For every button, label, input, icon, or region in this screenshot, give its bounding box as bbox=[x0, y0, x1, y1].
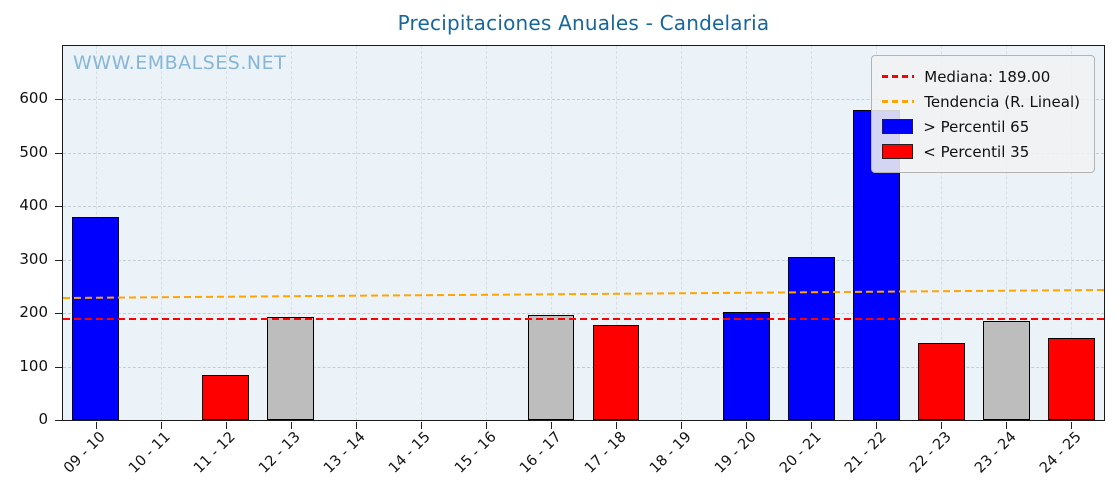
y-tick-label: 500 bbox=[19, 142, 48, 161]
bar-11-12 bbox=[202, 374, 250, 420]
y-tick-label: 300 bbox=[19, 249, 48, 268]
gridline-vertical bbox=[225, 46, 227, 420]
legend-label: Tendencia (R. Lineal) bbox=[924, 92, 1080, 111]
x-tick-mark bbox=[811, 422, 813, 429]
legend-line-swatch bbox=[882, 100, 915, 103]
x-tick-mark bbox=[290, 422, 292, 429]
gridline-horizontal bbox=[63, 152, 1104, 154]
gridline-vertical bbox=[616, 46, 618, 420]
legend-label: > Percentil 65 bbox=[923, 117, 1030, 136]
y-tick-mark bbox=[55, 206, 62, 208]
gridline-vertical bbox=[1006, 46, 1008, 420]
chart-title: Precipitaciones Anuales - Candelaria bbox=[397, 11, 770, 35]
legend-rect-swatch bbox=[882, 144, 914, 159]
bar-17-18 bbox=[592, 325, 640, 420]
bar-16-17 bbox=[527, 315, 575, 420]
y-axis: 0 100 200 300 400 500 600 bbox=[0, 45, 56, 428]
x-tick-mark bbox=[616, 422, 618, 429]
bar-22-23 bbox=[917, 342, 965, 420]
legend-item-1: Tendencia (R. Lineal) bbox=[882, 89, 1080, 114]
plot-area: WWW.EMBALSES.NET Mediana: 189.00 Tendenci… bbox=[55, 45, 1105, 429]
bar-24-25 bbox=[1048, 338, 1095, 420]
x-tick-label-text: 23 - 24 bbox=[972, 429, 1020, 477]
gridline-horizontal bbox=[63, 313, 1104, 315]
gridline-vertical bbox=[1071, 46, 1073, 420]
legend-label: Mediana: 189.00 bbox=[924, 67, 1051, 86]
trend-line bbox=[62, 289, 1104, 300]
gridline-horizontal bbox=[63, 99, 1104, 101]
y-tick-mark bbox=[55, 152, 62, 154]
x-tick-label-text: 19 - 20 bbox=[711, 429, 760, 477]
gridline-vertical bbox=[355, 46, 357, 420]
x-tick-mark bbox=[355, 422, 357, 429]
y-tick-mark bbox=[55, 259, 62, 261]
gridline-horizontal bbox=[63, 259, 1104, 261]
x-tick-label-text: 18 - 19 bbox=[646, 429, 695, 477]
watermark-text: WWW.EMBALSES.NET bbox=[73, 52, 287, 74]
x-tick-label-text: 15 - 16 bbox=[451, 429, 500, 477]
y-tick-label: 600 bbox=[19, 89, 48, 108]
gridline-vertical bbox=[941, 46, 943, 420]
x-tick-label-text: 14 - 15 bbox=[386, 429, 435, 477]
x-tick-mark bbox=[1006, 422, 1008, 429]
legend-line-swatch bbox=[882, 75, 915, 78]
x-tick-label-text: 13 - 14 bbox=[321, 429, 370, 477]
bar-19-20 bbox=[722, 311, 770, 420]
x-tick-label-text: 10 - 11 bbox=[126, 429, 174, 477]
x-tick-label-text: 22 - 23 bbox=[907, 429, 955, 477]
gridline-vertical bbox=[290, 46, 292, 420]
gridline-vertical bbox=[746, 46, 748, 420]
x-tick-mark bbox=[160, 422, 162, 429]
gridline-horizontal bbox=[63, 366, 1104, 368]
y-tick-mark bbox=[55, 420, 62, 421]
median-line bbox=[63, 318, 1104, 321]
legend-item-3: < Percentil 35 bbox=[882, 139, 1080, 164]
legend-item-0: Mediana: 189.00 bbox=[882, 64, 1080, 89]
x-tick-label-text: 12 - 13 bbox=[256, 429, 305, 477]
x-axis: 09 - 10 10 - 11 11 - 12 12 - 13 13 - 14 14 - … bbox=[61, 421, 1105, 500]
x-tick-mark bbox=[876, 422, 878, 429]
x-tick-mark bbox=[681, 422, 683, 429]
legend-rect-swatch bbox=[882, 119, 914, 134]
gridline-vertical bbox=[811, 46, 813, 420]
y-tick-label: 100 bbox=[19, 356, 48, 375]
y-tick-label: 400 bbox=[19, 196, 48, 215]
gridline-vertical bbox=[550, 46, 552, 420]
x-tick-mark bbox=[550, 422, 552, 429]
x-tick-label-text: 09 - 10 bbox=[61, 429, 109, 477]
x-tick-label-text: 17 - 18 bbox=[581, 429, 630, 477]
legend-item-2: > Percentil 65 bbox=[882, 114, 1080, 139]
x-tick-mark bbox=[485, 422, 487, 429]
x-tick-mark bbox=[225, 422, 227, 429]
x-tick-mark bbox=[1071, 422, 1073, 429]
legend: Mediana: 189.00 Tendencia (R. Lineal) > Pe… bbox=[871, 55, 1095, 173]
y-tick-mark bbox=[55, 99, 62, 101]
x-tick-mark bbox=[420, 422, 422, 429]
gridline-vertical bbox=[681, 46, 683, 420]
bar-20-21 bbox=[787, 257, 835, 420]
legend-label: < Percentil 35 bbox=[923, 142, 1030, 161]
gridline-vertical bbox=[420, 46, 422, 420]
y-tick-mark bbox=[55, 313, 62, 315]
x-tick-label-text: 21 - 22 bbox=[841, 429, 890, 477]
gridline-vertical bbox=[160, 46, 162, 420]
x-tick-mark bbox=[95, 422, 97, 429]
x-tick-label-text: 16 - 17 bbox=[516, 429, 565, 477]
gridline-vertical bbox=[485, 46, 487, 420]
x-tick-mark bbox=[941, 422, 943, 429]
y-tick-label: 0 bbox=[38, 410, 48, 428]
bar-12-13 bbox=[267, 317, 315, 420]
x-tick-label-text: 20 - 21 bbox=[776, 429, 825, 477]
y-tick-mark bbox=[55, 366, 62, 368]
x-tick-label-text: 11 - 12 bbox=[191, 429, 239, 477]
x-tick-mark bbox=[746, 422, 748, 429]
bar-23-24 bbox=[982, 320, 1030, 420]
gridline-horizontal bbox=[63, 206, 1104, 208]
x-tick-label-text: 24 - 25 bbox=[1037, 429, 1085, 477]
y-tick-label: 200 bbox=[19, 303, 48, 322]
